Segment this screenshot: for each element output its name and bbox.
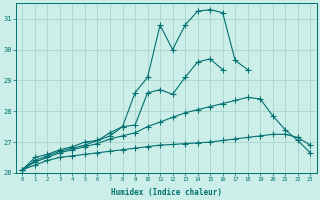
X-axis label: Humidex (Indice chaleur): Humidex (Indice chaleur) [111,188,222,197]
